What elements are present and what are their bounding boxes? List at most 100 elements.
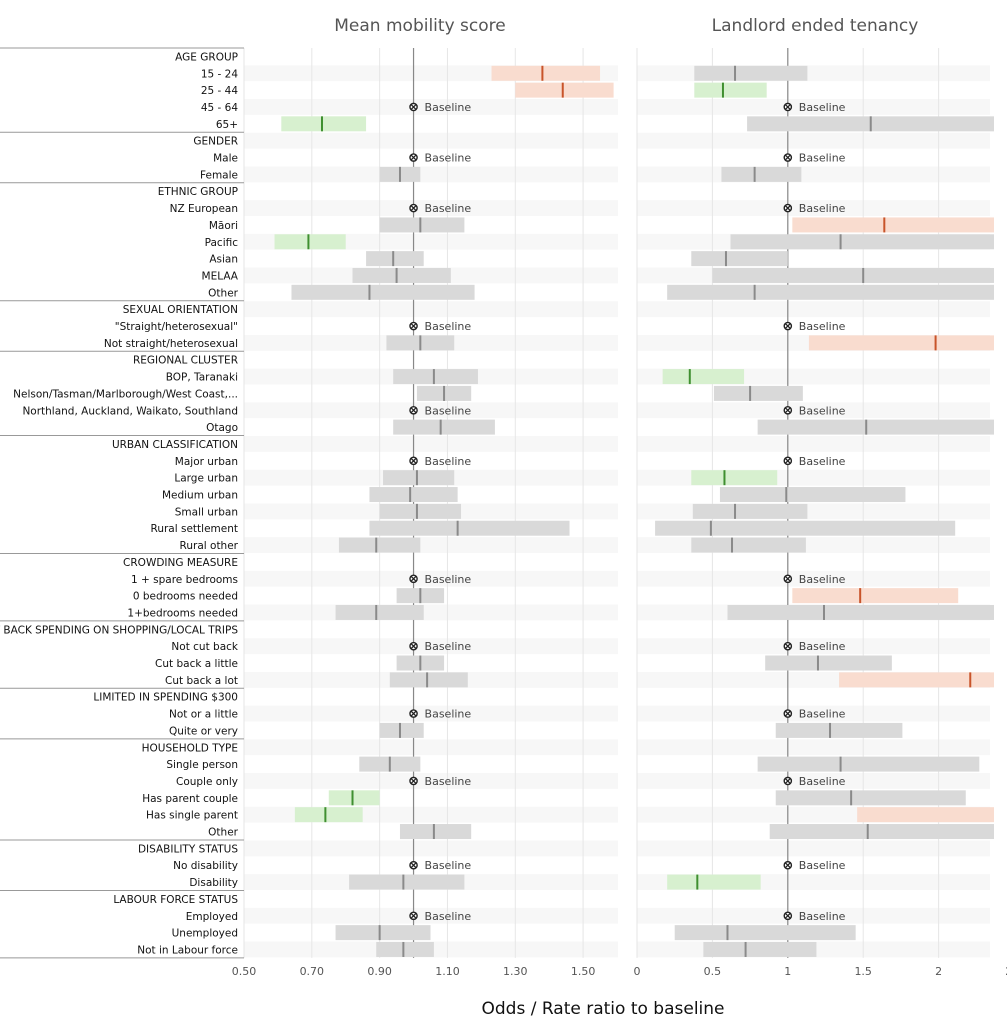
row-band bbox=[244, 739, 618, 756]
group-header-gender: GENDER bbox=[193, 136, 238, 148]
row-label-25-44: 25 - 44 bbox=[201, 85, 239, 97]
confidence-interval-bar bbox=[662, 369, 745, 385]
confidence-interval-bar bbox=[769, 824, 994, 840]
confidence-interval-bar bbox=[399, 824, 472, 840]
confidence-interval-bar bbox=[691, 537, 806, 553]
baseline-marker-cross bbox=[785, 154, 791, 161]
baseline-label: Baseline bbox=[425, 573, 472, 586]
row-band bbox=[244, 301, 618, 318]
point-estimate-mark bbox=[785, 487, 788, 503]
confidence-interval-bar bbox=[352, 267, 451, 283]
row-label-disability: Disability bbox=[189, 877, 238, 889]
confidence-interval-bar bbox=[338, 537, 421, 553]
baseline-label: Baseline bbox=[425, 101, 472, 114]
point-estimate-mark bbox=[419, 335, 422, 351]
point-estimate-mark bbox=[368, 284, 371, 300]
point-estimate-mark bbox=[398, 722, 401, 738]
baseline-marker-cross bbox=[785, 104, 791, 110]
confidence-interval-bar bbox=[491, 65, 601, 81]
point-estimate-mark bbox=[723, 470, 726, 486]
baseline-label: Baseline bbox=[799, 404, 846, 417]
group-header-cut-back-spending-on-shopping-local-trips: CUT BACK SPENDING ON SHOPPING/LOCAL TRIP… bbox=[0, 624, 238, 636]
group-header-ethnic-group: ETHNIC GROUP bbox=[158, 186, 238, 198]
row-band bbox=[244, 318, 618, 334]
point-estimate-mark bbox=[375, 604, 378, 620]
point-estimate-mark bbox=[829, 722, 832, 738]
row-band bbox=[637, 149, 990, 166]
point-estimate-mark bbox=[415, 470, 418, 486]
row-label-15-24: 15 - 24 bbox=[201, 68, 239, 80]
x-tick-label: 1.30 bbox=[503, 965, 528, 978]
row-band bbox=[637, 351, 990, 368]
point-estimate-mark bbox=[443, 385, 446, 401]
baseline-label: Baseline bbox=[799, 202, 846, 215]
row-band bbox=[637, 250, 990, 267]
point-estimate-mark bbox=[395, 267, 398, 283]
row-label-65: 65+ bbox=[216, 119, 238, 131]
baseline-label: Baseline bbox=[799, 640, 846, 653]
row-label-quite-or-very: Quite or very bbox=[169, 725, 238, 737]
baseline-marker-cross bbox=[410, 576, 417, 582]
group-header-crowding-measure: CROWDING MEASURE bbox=[123, 557, 238, 569]
row-band bbox=[637, 99, 990, 115]
baseline-label: Baseline bbox=[799, 708, 846, 721]
point-estimate-mark bbox=[731, 537, 734, 553]
point-estimate-mark bbox=[724, 251, 727, 267]
panel-title-mobility: Mean mobility score bbox=[334, 16, 505, 36]
point-estimate-mark bbox=[709, 520, 712, 536]
row-band bbox=[637, 200, 990, 216]
group-header-disability-status: DISABILITY STATUS bbox=[138, 843, 238, 855]
row-band bbox=[244, 924, 618, 941]
baseline-marker-cross bbox=[410, 458, 417, 464]
point-estimate-mark bbox=[378, 925, 381, 941]
row-band bbox=[637, 82, 990, 99]
row-band bbox=[244, 891, 618, 907]
confidence-interval-bar bbox=[366, 251, 424, 267]
confidence-interval-bar bbox=[808, 335, 994, 351]
row-band bbox=[244, 183, 618, 200]
confidence-interval-bar bbox=[703, 941, 817, 957]
confidence-interval-bar bbox=[379, 217, 465, 233]
x-tick-label: 1.50 bbox=[571, 965, 596, 978]
row-label-rural-settlement: Rural settlement bbox=[151, 523, 239, 535]
row-band bbox=[244, 907, 618, 924]
row-label-1-spare-bedrooms: 1 + spare bedrooms bbox=[131, 574, 238, 586]
confidence-interval-bar bbox=[328, 790, 380, 806]
x-tick-label: 1 bbox=[784, 965, 791, 978]
confidence-interval-bar bbox=[719, 487, 906, 503]
baseline-marker-cross bbox=[785, 576, 791, 582]
confidence-interval-bar bbox=[721, 166, 802, 182]
baseline-label: Baseline bbox=[799, 101, 846, 114]
confidence-interval-bar bbox=[369, 487, 458, 503]
baseline-label: Baseline bbox=[425, 910, 472, 923]
row-band bbox=[637, 402, 990, 419]
row-band bbox=[244, 857, 618, 874]
row-band bbox=[637, 907, 990, 924]
point-estimate-mark bbox=[388, 756, 391, 772]
baseline-marker-cross bbox=[785, 407, 791, 413]
baseline-marker-cross bbox=[785, 205, 791, 211]
confidence-interval-bar bbox=[792, 588, 959, 604]
baseline-marker-cross bbox=[410, 710, 417, 717]
point-estimate-mark bbox=[753, 166, 756, 182]
baseline-marker-cross bbox=[410, 407, 417, 413]
row-label-northland-auckland-waikato-southland: Northland, Auckland, Waikato, Southland bbox=[22, 405, 238, 417]
row-label-has-parent-couple: Has parent couple bbox=[142, 793, 238, 805]
group-header-regional-cluster: REGIONAL CLUSTER bbox=[133, 355, 238, 367]
confidence-interval-bar bbox=[757, 419, 994, 435]
baseline-label: Baseline bbox=[425, 708, 472, 721]
row-band bbox=[244, 722, 618, 739]
point-estimate-mark bbox=[426, 672, 429, 688]
row-band bbox=[244, 773, 618, 789]
confidence-interval-bar bbox=[335, 604, 424, 620]
point-estimate-mark bbox=[307, 234, 310, 250]
row-band bbox=[637, 385, 990, 402]
row-label-cut-back-a-little: Cut back a little bbox=[155, 658, 238, 670]
baseline-label: Baseline bbox=[799, 859, 846, 872]
row-band bbox=[637, 452, 990, 469]
row-band bbox=[637, 840, 990, 857]
row-band bbox=[244, 789, 618, 806]
point-estimate-mark bbox=[688, 369, 691, 385]
row-band bbox=[637, 503, 990, 520]
baseline-marker-cross bbox=[785, 643, 791, 649]
